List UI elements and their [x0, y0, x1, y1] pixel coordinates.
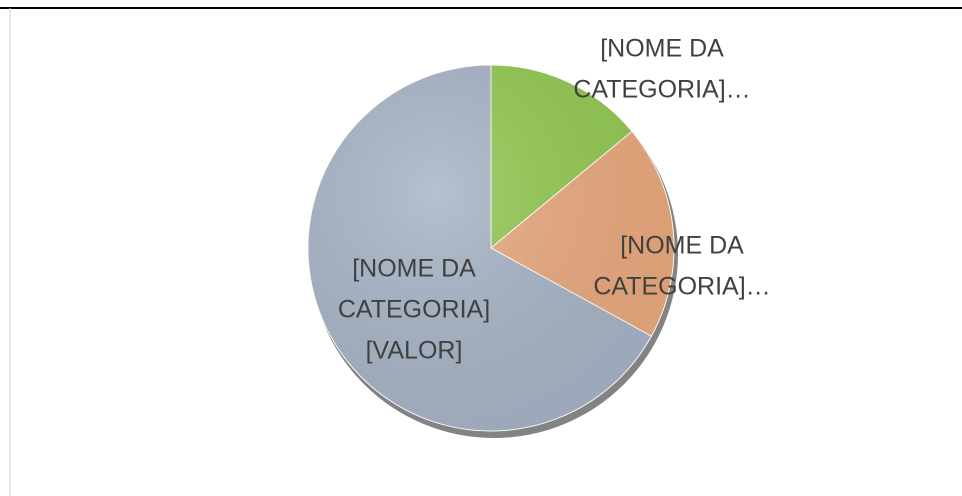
data-label: CATEGORIA]…: [593, 273, 770, 301]
data-label: CATEGORIA]…: [573, 76, 750, 104]
data-label: [NOME DA: [600, 35, 724, 63]
data-label: [NOME DA: [620, 232, 744, 260]
data-label: CATEGORIA]: [338, 296, 490, 324]
data-label: [VALOR]: [366, 337, 463, 365]
data-label: [NOME DA: [352, 255, 476, 283]
